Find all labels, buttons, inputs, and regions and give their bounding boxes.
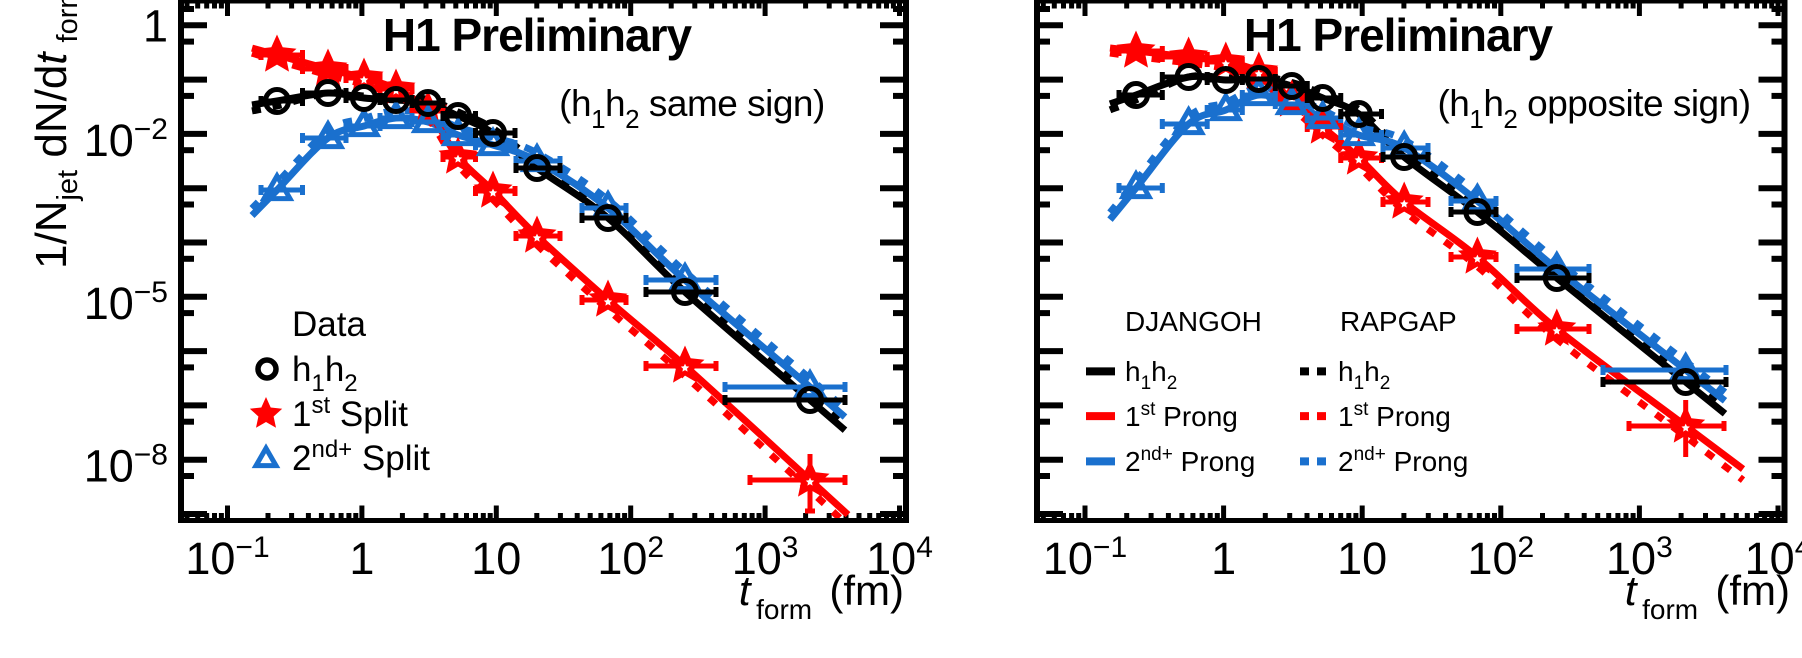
svg-text:t form (fm): t form (fm) <box>1625 567 1790 625</box>
svg-text:H1 Preliminary: H1 Preliminary <box>383 9 693 61</box>
svg-text:1st Prong: 1st Prong <box>1125 399 1238 432</box>
svg-text:1: 1 <box>1211 533 1236 584</box>
svg-text:RAPGAP: RAPGAP <box>1340 306 1457 337</box>
svg-text:Data: Data <box>292 305 366 344</box>
svg-text:1st Split: 1st Split <box>292 392 408 434</box>
svg-text:2nd+ Prong: 2nd+ Prong <box>1338 444 1468 477</box>
svg-text:t form (fm): t form (fm) <box>739 567 904 625</box>
svg-text:1: 1 <box>349 533 374 584</box>
svg-text:104: 104 <box>1745 531 1802 584</box>
svg-text:102: 102 <box>1467 531 1534 584</box>
svg-text:H1 Preliminary: H1 Preliminary <box>1244 9 1554 61</box>
svg-text:DJANGOH: DJANGOH <box>1125 306 1262 337</box>
svg-text:10: 10 <box>1337 533 1387 584</box>
svg-text:10−8: 10−8 <box>84 439 168 492</box>
svg-text:1: 1 <box>143 0 168 51</box>
svg-text:10: 10 <box>471 533 521 584</box>
